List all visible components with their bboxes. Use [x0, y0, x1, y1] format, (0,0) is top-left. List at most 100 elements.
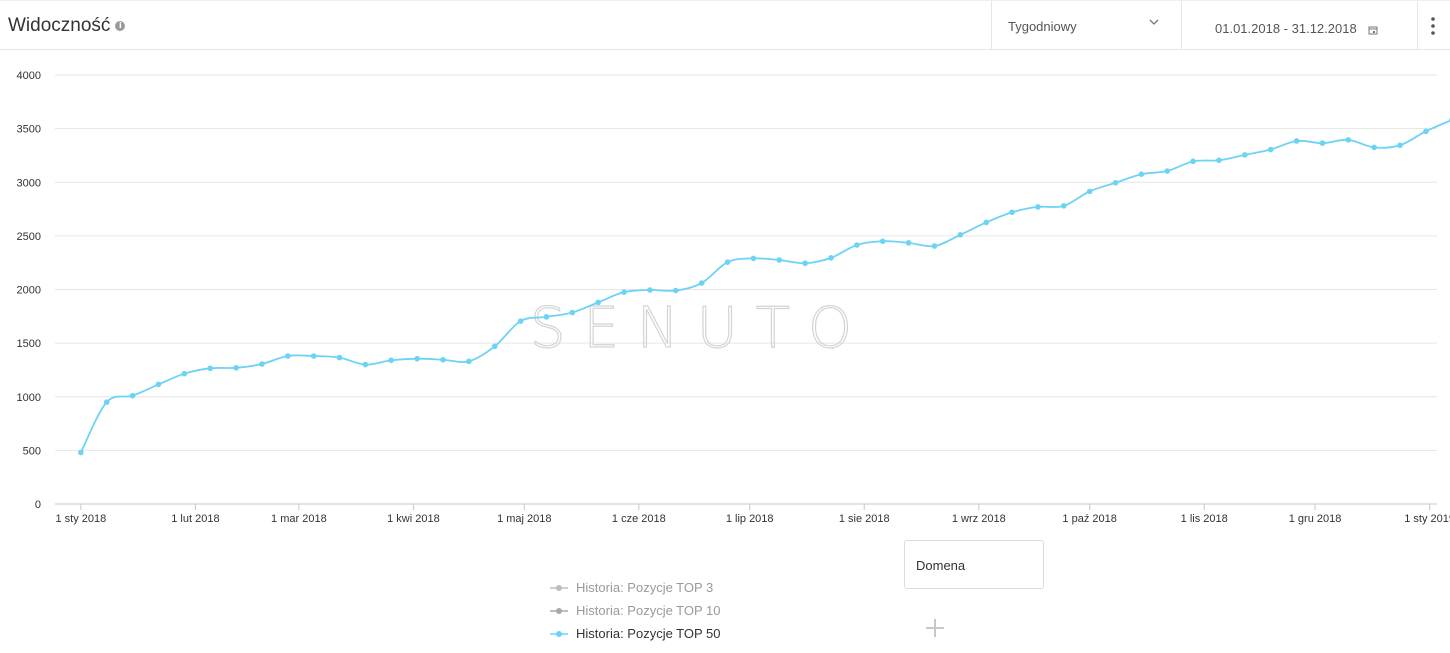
data-point[interactable]	[854, 242, 860, 248]
data-point[interactable]	[233, 364, 239, 371]
y-tick-label: 500	[23, 445, 41, 457]
data-point[interactable]	[103, 399, 110, 405]
legend-item-top10[interactable]: Historia: Pozycje TOP 10	[550, 599, 721, 622]
data-point[interactable]	[595, 299, 601, 306]
data-point[interactable]	[1060, 203, 1067, 209]
data-point[interactable]	[543, 314, 550, 320]
data-point[interactable]	[1319, 140, 1326, 146]
data-point[interactable]	[621, 289, 627, 295]
series-layer	[78, 117, 1450, 456]
data-point[interactable]	[647, 287, 653, 293]
domain-input-box[interactable]	[904, 540, 1044, 589]
data-point[interactable]	[517, 318, 524, 324]
date-range-picker[interactable]: 01.01.2018 - 31.12.2018	[1181, 1, 1417, 50]
data-point[interactable]	[1267, 146, 1274, 153]
data-point[interactable]	[1371, 144, 1377, 151]
data-point[interactable]	[1009, 209, 1015, 216]
legend-item-top50[interactable]: Historia: Pozycje TOP 50	[550, 622, 721, 645]
info-icon[interactable]: i	[115, 21, 126, 31]
x-tick-label: 1 sie 2018	[839, 513, 890, 525]
data-point[interactable]	[78, 449, 84, 456]
data-point[interactable]	[388, 357, 395, 364]
x-tick-label: 1 paź 2018	[1062, 513, 1116, 525]
widget-header: Widoczność i Tygodniowy 01.01.2018 - 31.…	[0, 0, 1450, 50]
x-tick-label: 1 gru 2018	[1289, 513, 1342, 525]
data-point[interactable]	[129, 392, 136, 399]
data-point[interactable]	[1035, 204, 1041, 210]
data-point[interactable]	[983, 219, 989, 226]
data-point[interactable]	[336, 354, 343, 361]
data-point[interactable]	[1086, 188, 1093, 195]
y-tick-label: 4000	[17, 70, 41, 82]
data-point[interactable]	[1216, 157, 1222, 164]
x-tick-label: 1 cze 2018	[612, 513, 666, 525]
data-point[interactable]	[259, 361, 265, 367]
data-point[interactable]	[284, 353, 291, 359]
x-tick-label: 1 mar 2018	[271, 513, 327, 525]
legend-label-top3: Historia: Pozycje TOP 3	[576, 580, 714, 595]
data-point[interactable]	[569, 309, 576, 316]
x-tick-label: 1 lis 2018	[1181, 513, 1228, 525]
y-tick-label: 2500	[17, 231, 41, 243]
data-point[interactable]	[491, 343, 498, 350]
y-tick-label: 0	[35, 499, 41, 511]
legend-marker-top3	[550, 584, 568, 591]
data-point[interactable]	[802, 260, 808, 267]
visibility-chart: 0 500 1000 1500 2000 2500 3000 3500 4000 1 sty 2…	[17, 70, 1450, 525]
period-dropdown[interactable]: Tygodniowy	[991, 1, 1181, 50]
grid-lines	[55, 74, 1437, 505]
data-point[interactable]	[1423, 128, 1429, 135]
widget-menu-button[interactable]	[1417, 1, 1450, 50]
data-point[interactable]	[440, 356, 446, 363]
data-point[interactable]	[1397, 142, 1403, 149]
data-point[interactable]	[1112, 179, 1119, 186]
kebab-menu-icon	[1431, 17, 1435, 35]
data-point[interactable]	[672, 287, 679, 294]
data-point[interactable]	[181, 370, 188, 377]
data-point[interactable]	[1190, 158, 1196, 165]
calendar-icon	[1368, 26, 1378, 35]
data-point[interactable]	[1164, 168, 1171, 174]
domain-input[interactable]	[914, 557, 1038, 574]
legend-item-top3[interactable]: Historia: Pozycje TOP 3	[550, 576, 721, 599]
date-range-value: 01.01.2018 - 31.12.2018	[1215, 21, 1357, 36]
data-point[interactable]	[724, 259, 731, 265]
data-point[interactable]	[698, 280, 705, 286]
watermark-text: SENUTO	[530, 296, 870, 361]
data-point[interactable]	[466, 358, 472, 365]
data-point[interactable]	[1242, 152, 1248, 158]
legend-marker-top10	[550, 607, 568, 614]
data-point[interactable]	[905, 240, 912, 246]
x-tick-label: 1 sty 2019	[1404, 513, 1450, 525]
data-point[interactable]	[1293, 138, 1300, 144]
data-point[interactable]	[362, 361, 369, 368]
data-point[interactable]	[879, 238, 886, 245]
y-tick-label: 2000	[17, 285, 41, 297]
x-axis: 1 sty 2018 1 lut 2018 1 mar 2018 1 kwi 2018…	[55, 504, 1450, 525]
data-point[interactable]	[207, 365, 213, 372]
data-point[interactable]	[1138, 171, 1145, 178]
y-tick-label: 1500	[17, 338, 41, 350]
x-tick-label: 1 kwi 2018	[387, 513, 440, 525]
chevron-down-icon	[1149, 19, 1159, 25]
data-point[interactable]	[776, 257, 783, 263]
data-point[interactable]	[155, 381, 162, 388]
plus-icon[interactable]	[925, 618, 945, 638]
y-tick-label: 3500	[17, 124, 41, 136]
data-point[interactable]	[310, 353, 317, 359]
x-tick-label: 1 wrz 2018	[952, 513, 1006, 525]
data-point[interactable]	[957, 232, 964, 238]
y-tick-label: 1000	[17, 392, 41, 404]
data-point[interactable]	[414, 355, 420, 362]
widget-title-wrap: Widoczność i	[8, 15, 126, 37]
data-point[interactable]	[750, 255, 757, 262]
y-tick-label: 3000	[17, 177, 41, 189]
data-point[interactable]	[931, 243, 938, 249]
legend-marker-top50	[550, 630, 568, 637]
data-point[interactable]	[1345, 137, 1352, 143]
series-line-top50	[80, 119, 1450, 453]
watermark: SENUTO	[529, 295, 870, 361]
period-dropdown-value: Tygodniowy	[1008, 19, 1077, 34]
x-tick-label: 1 lut 2018	[171, 513, 219, 525]
data-point[interactable]	[828, 255, 834, 261]
